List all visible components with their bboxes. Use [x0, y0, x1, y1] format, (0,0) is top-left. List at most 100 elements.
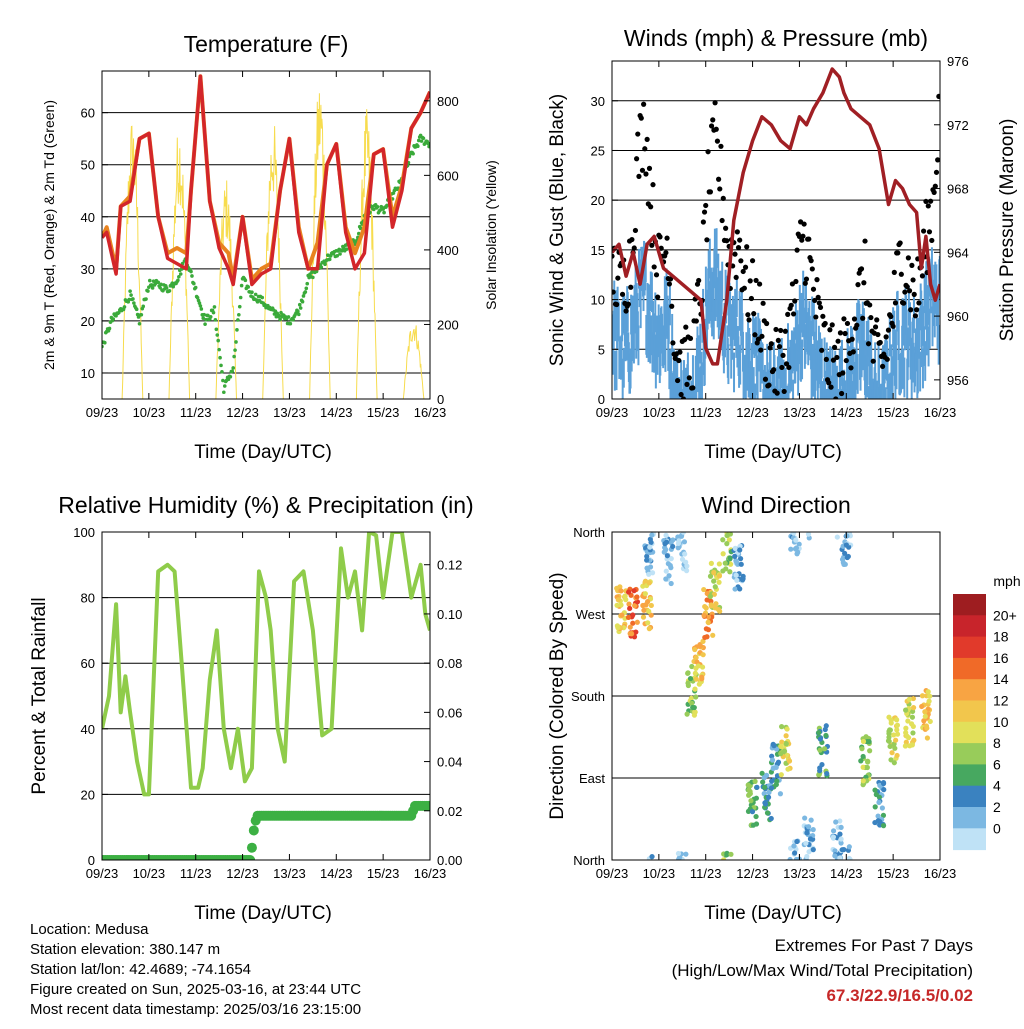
- direction-point: [680, 532, 687, 535]
- gust-point: [680, 396, 687, 399]
- x-tick-label: 09/23: [596, 866, 629, 881]
- dewpoint-point: [222, 390, 226, 395]
- direction-point: [919, 703, 925, 710]
- direction-point: [633, 629, 639, 635]
- direction-point: [662, 541, 668, 547]
- gust-point: [858, 266, 865, 272]
- gust-point: [696, 277, 702, 284]
- legend-label: 18: [993, 629, 1009, 645]
- direction-point: [924, 735, 931, 741]
- direction-point: [903, 725, 909, 731]
- direction-point: [762, 784, 768, 790]
- y-right-tick-label: 400: [437, 243, 459, 258]
- direction-point: [860, 782, 866, 788]
- direction-point: [802, 815, 808, 821]
- direction-point: [880, 823, 887, 829]
- gust-point: [875, 331, 881, 338]
- direction-point: [663, 576, 669, 582]
- gust-point: [663, 250, 669, 256]
- y-right-tick-label: 960: [947, 309, 969, 324]
- gust-point: [780, 352, 786, 358]
- legend-swatch: [953, 679, 986, 701]
- direction-point: [880, 780, 887, 787]
- direction-point: [724, 541, 730, 547]
- gust-point: [792, 298, 798, 304]
- gust-point: [690, 385, 696, 391]
- direction-point: [837, 831, 843, 837]
- direction-point: [640, 602, 646, 609]
- dewpoint-point: [149, 283, 154, 287]
- direction-point: [858, 758, 864, 764]
- y-tick-label: 20: [591, 193, 605, 208]
- y-tick-label: North: [573, 525, 605, 540]
- dewpoint-point: [237, 304, 242, 309]
- y-axis-label: 2m & 9m T (Red, Orange) & 2m Td (Green): [41, 100, 57, 370]
- x-tick-label: 14/23: [830, 405, 863, 420]
- gust-point: [712, 100, 718, 106]
- direction-point: [642, 591, 648, 597]
- gust-point: [612, 289, 616, 295]
- gust-point: [872, 324, 879, 330]
- direction-point: [661, 549, 667, 555]
- x-tick-label: 12/23: [226, 405, 259, 420]
- direction-point: [841, 846, 847, 853]
- gust-point: [766, 382, 772, 388]
- gust-point: [753, 277, 759, 284]
- gust-point: [816, 300, 822, 306]
- dewpoint-point: [411, 152, 415, 156]
- y-tick-label: 50: [81, 158, 95, 173]
- dewpoint-point: [305, 281, 310, 286]
- direction-point: [646, 608, 652, 614]
- y-tick-label: 25: [591, 143, 605, 158]
- gust-point: [909, 262, 915, 268]
- gust-point: [638, 115, 644, 121]
- gust-point: [629, 236, 635, 243]
- direction-point: [634, 599, 641, 605]
- direction-point: [675, 850, 682, 857]
- y-right-tick-label: 0.04: [437, 755, 462, 770]
- x-tick-label: 14/23: [320, 866, 353, 881]
- dewpoint-point: [220, 370, 224, 374]
- gust-point: [933, 169, 940, 175]
- direction-point: [817, 747, 823, 753]
- y-tick-label: 30: [591, 94, 605, 109]
- y-right-tick-label: 200: [437, 317, 459, 332]
- dewpoint-point: [234, 340, 238, 344]
- gust-point: [614, 301, 620, 308]
- gust-point: [788, 302, 794, 308]
- x-tick-label: 10/23: [133, 866, 166, 881]
- gust-point: [742, 264, 749, 270]
- direction-point: [863, 734, 869, 740]
- dewpoint-point: [236, 318, 240, 322]
- direction-point: [701, 586, 707, 593]
- direction-point: [648, 539, 654, 545]
- y-tick-label: 40: [81, 210, 95, 225]
- direction-point: [833, 819, 839, 825]
- gust-point: [676, 357, 682, 364]
- gust-point: [684, 381, 690, 387]
- extremes-subtitle: (High/Low/Max Wind/Total Precipitation): [671, 961, 973, 980]
- direction-point: [810, 847, 816, 853]
- dewpoint-point: [206, 313, 210, 318]
- gust-point: [809, 266, 815, 272]
- gust-point: [707, 189, 714, 195]
- direction-point: [823, 732, 829, 739]
- direction-point: [872, 804, 878, 810]
- direction-point: [664, 553, 670, 559]
- x-tick-label: 10/23: [643, 405, 676, 420]
- plot-area: [612, 67, 940, 399]
- plot-frame: [611, 60, 941, 400]
- direction-point: [795, 549, 801, 555]
- chart-title: Wind Direction: [701, 492, 851, 518]
- gust-point: [826, 380, 832, 386]
- gust-point: [612, 253, 615, 259]
- direction-point: [648, 602, 654, 609]
- dewpoint-point: [230, 369, 235, 374]
- direction-point: [860, 764, 866, 770]
- direction-point: [684, 711, 690, 717]
- direction-point: [627, 605, 633, 612]
- y-tick-label: 100: [73, 525, 95, 540]
- direction-point: [777, 791, 784, 797]
- direction-point: [838, 840, 844, 846]
- gust-point: [779, 364, 785, 371]
